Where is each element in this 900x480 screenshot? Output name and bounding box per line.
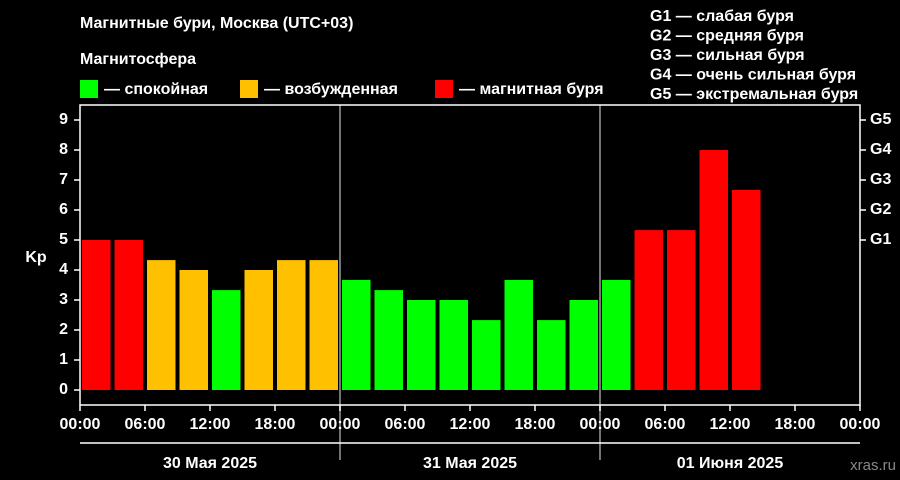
chart-title: Магнитные бури, Москва (UTC+03) (80, 15, 353, 32)
day-label: 01 Июня 2025 (677, 455, 784, 472)
y2-tick-label: G5 (870, 111, 891, 128)
x-tick-label: 00:00 (580, 416, 621, 433)
scale-legend: G3 — сильная буря (650, 47, 805, 64)
bar (602, 279, 631, 390)
x-tick-label: 18:00 (515, 416, 556, 433)
y-tick-label: 9 (59, 111, 68, 128)
y-tick-label: 2 (59, 321, 68, 338)
scale-legend: G4 — очень сильная буря (650, 67, 856, 84)
x-tick-label: 06:00 (125, 416, 166, 433)
watermark: xras.ru (850, 457, 896, 474)
x-tick-label: 00:00 (840, 416, 881, 433)
bar (537, 320, 566, 390)
bar (569, 300, 598, 390)
x-tick-label: 12:00 (190, 416, 231, 433)
bar (179, 270, 208, 390)
scale-legend: G2 — средняя буря (650, 28, 804, 45)
y2-tick-label: G3 (870, 171, 891, 188)
y2-tick-label: G2 (870, 201, 891, 218)
bar (504, 279, 533, 390)
x-tick-label: 00:00 (60, 416, 101, 433)
y-tick-label: 6 (59, 201, 68, 218)
x-tick-label: 18:00 (255, 416, 296, 433)
bar (244, 270, 273, 390)
day-label: 30 Мая 2025 (163, 455, 257, 472)
x-tick-label: 18:00 (775, 416, 816, 433)
bar (634, 230, 663, 390)
x-tick-label: 12:00 (710, 416, 751, 433)
x-tick-label: 06:00 (385, 416, 426, 433)
legend-swatch (80, 80, 98, 98)
y2-tick-label: G4 (870, 141, 891, 158)
y2-tick-label: G1 (870, 231, 891, 248)
legend-swatch (435, 80, 453, 98)
bar (732, 189, 761, 390)
bar (472, 320, 501, 390)
bar (277, 260, 306, 390)
legend-label: — возбужденная (264, 81, 398, 98)
bar (407, 300, 436, 390)
bar (667, 230, 696, 390)
legend-title: Магнитосфера (80, 51, 196, 68)
day-label: 31 Мая 2025 (423, 455, 517, 472)
y-tick-label: 3 (59, 291, 68, 308)
bar (439, 300, 468, 390)
bar (309, 260, 338, 390)
bar (82, 240, 111, 390)
legend-label: — спокойная (104, 81, 208, 98)
bar (212, 290, 241, 390)
bar (114, 240, 143, 390)
bar (699, 150, 728, 390)
scale-legend: G5 — экстремальная буря (650, 86, 858, 103)
bar (342, 279, 371, 390)
y-axis-label: Kp (25, 249, 47, 266)
legend-swatch (240, 80, 258, 98)
bar (374, 290, 403, 390)
x-tick-label: 00:00 (320, 416, 361, 433)
y-tick-label: 0 (59, 381, 68, 398)
y-tick-label: 8 (59, 141, 68, 158)
legend-label: — магнитная буря (459, 81, 604, 98)
x-tick-label: 12:00 (450, 416, 491, 433)
y-tick-label: 5 (59, 231, 68, 248)
y-tick-label: 1 (59, 351, 68, 368)
y-tick-label: 4 (59, 261, 68, 278)
y-tick-label: 7 (59, 171, 68, 188)
bar (147, 260, 176, 390)
x-tick-label: 06:00 (645, 416, 686, 433)
scale-legend: G1 — слабая буря (650, 8, 794, 25)
